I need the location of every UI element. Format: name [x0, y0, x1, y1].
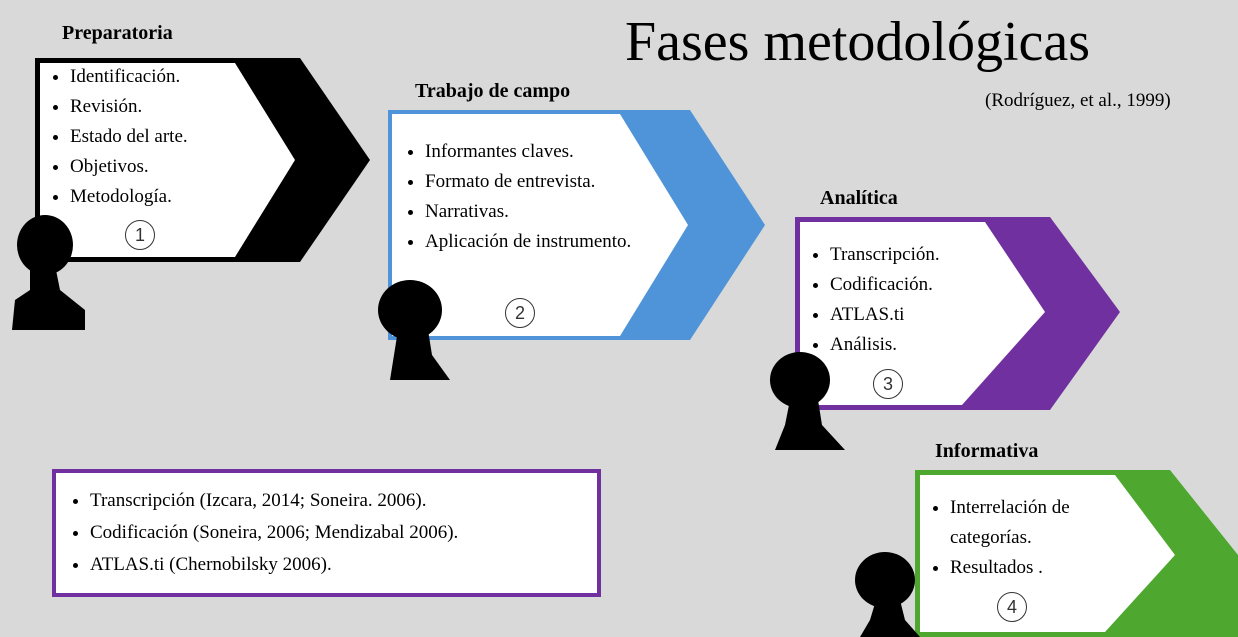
- phase-items: Informantes claves.Formato de entrevista…: [400, 137, 665, 257]
- title: Fases metodológicas: [625, 10, 1090, 74]
- phase-items: Transcripción.Codificación.ATLAS.tiAnáli…: [805, 240, 1020, 360]
- phase-number: 1: [125, 220, 155, 250]
- phase-number: 4: [997, 592, 1027, 622]
- phase-item: Aplicación de instrumento.: [425, 227, 665, 257]
- phase-item: Objetivos.: [70, 152, 270, 182]
- phase-label: Preparatoria: [62, 22, 173, 45]
- phase-number: 2: [505, 298, 535, 328]
- phase-item: Informantes claves.: [425, 137, 665, 167]
- phase-items: Identificación.Revisión.Estado del arte.…: [45, 62, 270, 212]
- slide: Fases metodológicas (Rodríguez, et al., …: [0, 0, 1238, 637]
- phase-item: Formato de entrevista.: [425, 167, 665, 197]
- phase-item: Identificación.: [70, 62, 270, 92]
- phase-item: Estado del arte.: [70, 122, 270, 152]
- phase-items: Interrelación de categorías.Resultados .: [925, 493, 1110, 583]
- phase-item: Codificación.: [830, 270, 1020, 300]
- phase-label: Analítica: [820, 187, 898, 210]
- phase-item: Revisión.: [70, 92, 270, 122]
- phase-item: Transcripción.: [830, 240, 1020, 270]
- reference-list: Transcripción (Izcara, 2014; Soneira. 20…: [65, 485, 620, 581]
- phase-item: Resultados .: [950, 553, 1110, 583]
- phase-number: 3: [873, 369, 903, 399]
- phase-item: Narrativas.: [425, 197, 665, 227]
- reference-item: Transcripción (Izcara, 2014; Soneira. 20…: [90, 485, 620, 517]
- phase-item: Análisis.: [830, 330, 1020, 360]
- reference-item: ATLAS.ti (Chernobilsky 2006).: [90, 549, 620, 581]
- phase-item: Metodología.: [70, 182, 270, 212]
- phase-item: ATLAS.ti: [830, 300, 1020, 330]
- phase-item: Interrelación de categorías.: [950, 493, 1110, 553]
- phase-label: Trabajo de campo: [415, 80, 570, 103]
- subtitle: (Rodríguez, et al., 1999): [985, 90, 1171, 112]
- phase-label: Informativa: [935, 440, 1038, 463]
- reference-item: Codificación (Soneira, 2006; Mendizabal …: [90, 517, 620, 549]
